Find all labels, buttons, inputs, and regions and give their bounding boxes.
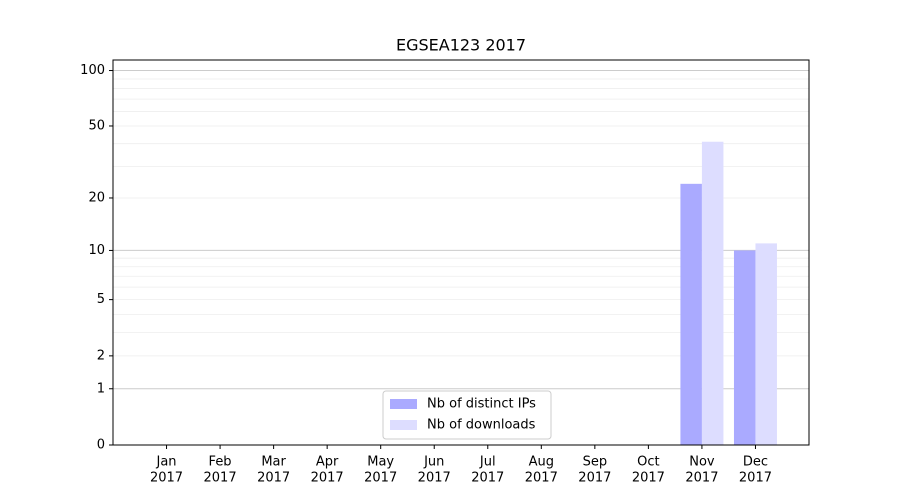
x-tick-label: Aug [529,455,554,470]
x-tick-label: Mar [261,455,286,470]
x-tick-label: Jul [479,455,496,470]
y-tick-label: 50 [88,118,105,133]
chart-title: EGSEA123 2017 [396,36,526,55]
bar [733,250,756,445]
y-tick-label: 100 [80,63,105,78]
x-tick-label: 2017 [578,471,611,486]
x-tick-label: 2017 [471,471,504,486]
legend-label: Nb of downloads [427,418,536,433]
bar [755,243,777,445]
x-tick-label: 2017 [364,471,397,486]
x-tick-label: Apr [316,455,339,470]
x-tick-label: 2017 [204,471,237,486]
x-tick-label: Jan [156,455,177,470]
x-tick-label: 2017 [685,471,718,486]
x-tick-label: Jun [423,455,444,470]
x-tick-label: 2017 [150,471,183,486]
legend-label: Nb of distinct IPs [427,397,536,412]
y-tick-label: 5 [97,292,105,307]
x-tick-label: 2017 [257,471,290,486]
y-tick-label: 1 [97,381,105,396]
legend-swatch [390,399,417,409]
bar [680,183,702,445]
y-tick-label: 0 [97,438,105,453]
y-tick-label: 2 [97,348,105,363]
legend-swatch [390,420,417,430]
y-tick-label: 20 [88,190,105,205]
x-tick-label: May [367,455,394,470]
x-tick-label: 2017 [632,471,665,486]
bar [701,141,724,446]
y-tick-label: 10 [88,243,105,258]
x-tick-label: 2017 [311,471,344,486]
plot-frame [112,59,810,446]
x-tick-label: 2017 [525,471,558,486]
x-tick-label: Oct [637,455,659,470]
x-tick-label: 2017 [418,471,451,486]
x-tick-label: Nov [689,455,715,470]
x-tick-label: Dec [743,455,768,470]
legend-box [382,390,552,440]
x-tick-label: 2017 [739,471,772,486]
x-tick-label: Feb [209,455,232,470]
x-tick-label: Sep [583,455,608,470]
